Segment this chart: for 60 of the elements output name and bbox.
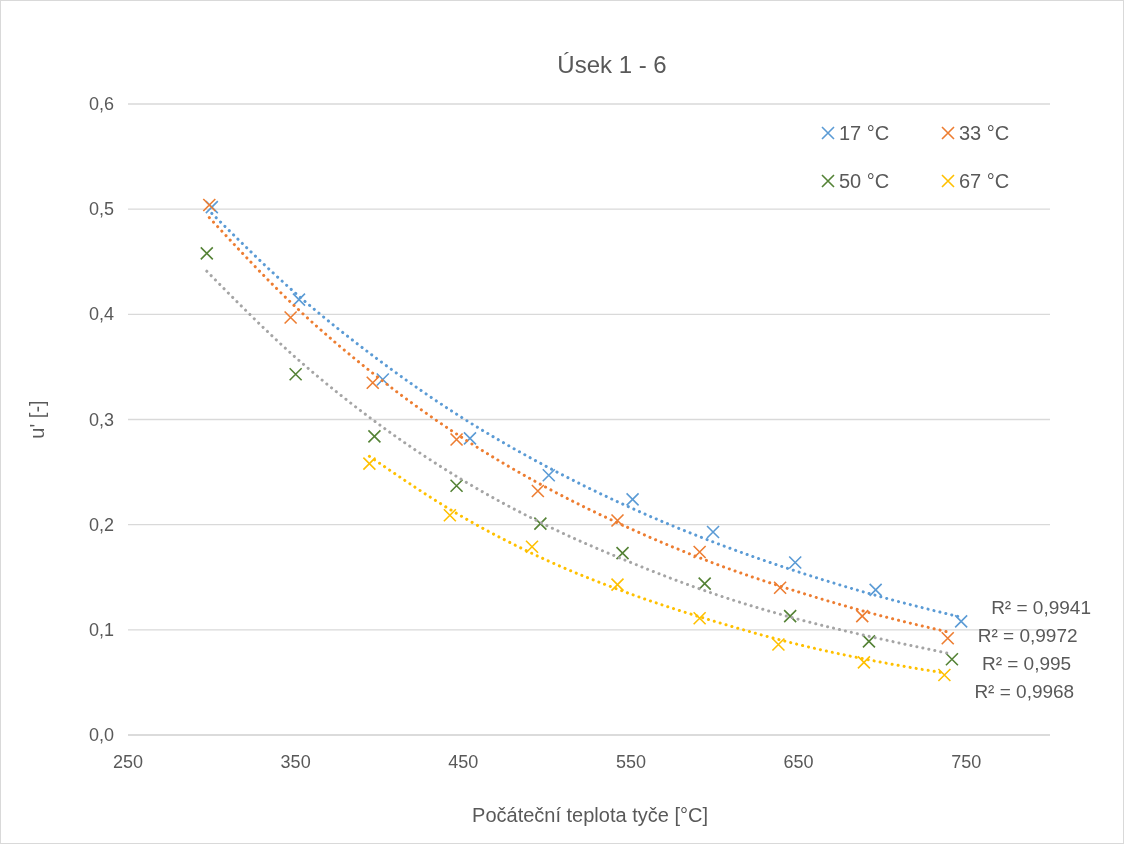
x-axis-title: Počáteční teplota tyče [°C]: [472, 804, 708, 826]
y-tick-label: 0,5: [88, 199, 114, 220]
point: [615, 546, 630, 560]
y-tick-label: 0,3: [88, 409, 114, 430]
point: [367, 429, 382, 444]
y-tick-label: 0,0: [88, 725, 114, 745]
point: [692, 545, 707, 559]
point: [376, 372, 390, 387]
x-tick-label: 250: [112, 752, 144, 772]
point: [288, 367, 303, 382]
y-tick-label: 0,6: [88, 94, 114, 114]
legend-label: 17 °C: [839, 122, 890, 144]
point: [533, 516, 548, 531]
point: [868, 583, 883, 597]
point: [292, 292, 306, 307]
point: [954, 614, 968, 629]
point: [531, 484, 545, 498]
x-tick-label: 350: [280, 752, 311, 772]
point: [610, 513, 625, 528]
point: [706, 525, 720, 539]
point: [625, 492, 640, 507]
x-tick-label: 450: [448, 752, 479, 772]
x-tick-label: 550: [615, 752, 646, 772]
x-tick-label: 750: [951, 752, 982, 772]
point: [541, 468, 556, 483]
point: [940, 631, 955, 646]
point: [610, 577, 625, 592]
point: [773, 580, 787, 595]
point: [362, 456, 377, 471]
x-tick-label: 650: [783, 752, 814, 772]
point: [771, 637, 786, 652]
point: [463, 431, 477, 446]
point: [283, 310, 298, 325]
annotation: R² = 0,995: [981, 653, 1072, 675]
legend-label: 50 °C: [839, 170, 890, 192]
point: [937, 668, 952, 682]
point: [788, 555, 802, 570]
point: [783, 609, 797, 623]
point: [855, 609, 870, 623]
y-tick-label: 0,4: [88, 304, 114, 325]
point: [857, 655, 871, 670]
legend-label: 33 °C: [959, 122, 1010, 144]
point: [945, 652, 959, 667]
point: [862, 634, 876, 649]
point: [692, 611, 707, 626]
chart-title: Úsek 1 - 6: [557, 51, 667, 78]
point: [449, 478, 464, 493]
point: [365, 375, 380, 390]
point: [443, 508, 457, 522]
y-tick-label: 0,2: [88, 514, 114, 535]
annotation: R² = 0,9972: [977, 625, 1078, 647]
point: [449, 432, 464, 447]
y-tick-label: 0,1: [88, 619, 114, 640]
annotation: R² = 0,9968: [974, 681, 1075, 703]
y-axis-title: u' [-]: [26, 400, 48, 439]
point: [697, 576, 712, 591]
legend-label: 67 °C: [959, 170, 1010, 192]
point: [199, 246, 214, 261]
point: [525, 539, 539, 554]
annotation: R² = 0,9941: [991, 597, 1091, 619]
